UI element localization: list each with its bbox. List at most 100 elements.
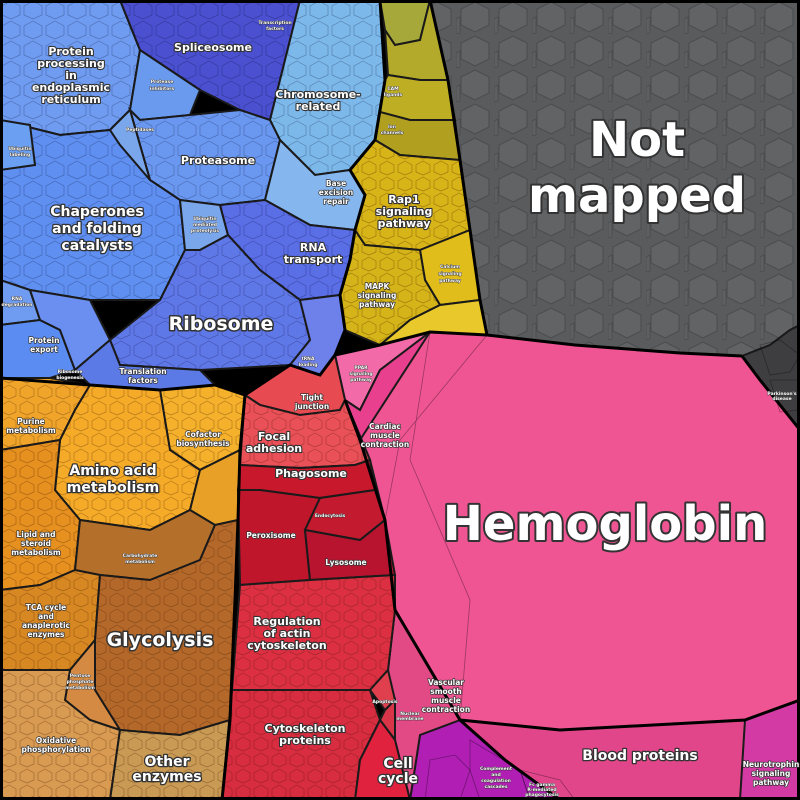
label-neurotrophin: Neurotrophin signaling pathway bbox=[742, 759, 800, 787]
region-cell-cycle[interactable] bbox=[353, 718, 412, 800]
svg-text:Calcium: Calcium bbox=[440, 264, 460, 270]
label-rna-transport: RNA transport bbox=[283, 240, 344, 267]
svg-text:signaling: signaling bbox=[349, 371, 372, 377]
label-lipid: Lipid and steroid metabolism bbox=[11, 529, 62, 557]
svg-text:contraction: contraction bbox=[422, 705, 470, 714]
label-actin: Regulation of actin cytoskeleton bbox=[246, 614, 328, 653]
label-tca: TCA cycle and anaplerotic enzymes bbox=[21, 602, 70, 639]
svg-text:pathway: pathway bbox=[359, 300, 395, 309]
svg-text:inhibitors: inhibitors bbox=[150, 86, 175, 92]
svg-text:Cytoskeleton: Cytoskeleton bbox=[265, 722, 346, 735]
svg-text:Not: Not bbox=[589, 112, 685, 168]
region-lysosome[interactable] bbox=[303, 518, 397, 582]
label-focal-adhesion: Focal adhesion bbox=[245, 429, 303, 456]
svg-text:adhesion: adhesion bbox=[246, 442, 302, 455]
svg-text:biogenesis: biogenesis bbox=[56, 375, 84, 381]
svg-text:TCA cycle: TCA cycle bbox=[26, 603, 66, 612]
label-translation-factors: Translation factors bbox=[119, 366, 168, 385]
svg-text:Focal: Focal bbox=[258, 430, 290, 443]
label-ppar: PPAR signaling pathway bbox=[349, 365, 373, 384]
region-ubiquitin-labeling[interactable] bbox=[0, 118, 37, 172]
svg-text:Fc gamma: Fc gamma bbox=[529, 782, 555, 788]
svg-text:pathway: pathway bbox=[753, 778, 789, 787]
svg-text:in: in bbox=[65, 69, 77, 82]
label-proteasome: Proteasome bbox=[181, 154, 255, 167]
svg-text:Nuclear: Nuclear bbox=[400, 711, 420, 717]
region-peptidases[interactable] bbox=[108, 108, 151, 181]
svg-text:signaling: signaling bbox=[752, 769, 791, 778]
label-cofactor: Cofactor biosynthesis bbox=[176, 429, 231, 448]
label-spliceosome: Spliceosome bbox=[174, 41, 252, 54]
label-ubiquitin-labeling: Ubiquitin labeling bbox=[8, 146, 32, 159]
svg-text:Carbohydrate: Carbohydrate bbox=[123, 553, 158, 559]
label-nuclear-membrane: Nuclear membrane bbox=[396, 711, 424, 723]
label-parkinsons: Parkinson's disease bbox=[767, 391, 797, 403]
label-chaperones: Chaperones and folding catalysts bbox=[49, 203, 145, 256]
svg-text:phosphate: phosphate bbox=[67, 679, 94, 685]
svg-text:metabolism: metabolism bbox=[11, 548, 61, 557]
svg-text:Regulation: Regulation bbox=[253, 615, 320, 628]
svg-text:reticulum: reticulum bbox=[41, 93, 100, 106]
svg-text:Cardiac: Cardiac bbox=[369, 422, 401, 431]
label-vascular: Vascular smooth muscle contraction bbox=[421, 677, 471, 714]
label-peptidases: Peptidases bbox=[126, 127, 154, 133]
svg-text:biosynthesis: biosynthesis bbox=[176, 439, 230, 448]
svg-text:Lipid and: Lipid and bbox=[16, 530, 55, 539]
label-protease-inhibitors: Protease inhibitors bbox=[149, 79, 175, 93]
svg-text:factors: factors bbox=[266, 26, 284, 32]
label-rap1: Rap1 signaling pathway bbox=[375, 192, 434, 231]
label-not-mapped: Not mapped bbox=[526, 110, 748, 226]
svg-text:catalysts: catalysts bbox=[61, 238, 132, 254]
svg-text:Protease: Protease bbox=[151, 79, 174, 85]
svg-text:signaling: signaling bbox=[438, 271, 461, 277]
svg-text:tRNA: tRNA bbox=[302, 356, 315, 362]
svg-text:junction: junction bbox=[294, 402, 329, 411]
svg-text:Protein: Protein bbox=[29, 336, 60, 345]
svg-text:endoplasmic: endoplasmic bbox=[32, 81, 110, 94]
svg-text:proteolysis: proteolysis bbox=[191, 228, 220, 234]
svg-text:Ubiquitin: Ubiquitin bbox=[193, 216, 216, 222]
svg-text:loading: loading bbox=[299, 362, 318, 368]
svg-text:Neurotrophin: Neurotrophin bbox=[743, 760, 800, 769]
svg-text:of actin: of actin bbox=[264, 627, 311, 640]
svg-text:Cell: Cell bbox=[383, 756, 412, 772]
svg-text:Ion: Ion bbox=[388, 124, 396, 130]
svg-text:and: and bbox=[38, 612, 54, 621]
svg-text:steroid: steroid bbox=[21, 539, 51, 548]
svg-text:ligands: ligands bbox=[384, 92, 403, 98]
svg-text:and folding: and folding bbox=[52, 221, 142, 237]
svg-text:enzymes: enzymes bbox=[132, 769, 201, 785]
svg-text:Vascular: Vascular bbox=[428, 678, 464, 687]
label-carbohydrate: Carbohydrate metabolism bbox=[122, 553, 158, 566]
svg-text:metabolism: metabolism bbox=[67, 480, 159, 496]
svg-text:pathway: pathway bbox=[439, 278, 461, 284]
svg-text:degradation: degradation bbox=[2, 302, 33, 308]
label-transcription-factors: Transcription factors bbox=[258, 20, 292, 33]
svg-text:Chaperones: Chaperones bbox=[50, 204, 144, 220]
label-tight-junction: Tight junction bbox=[293, 392, 330, 411]
svg-text:anaplerotic: anaplerotic bbox=[22, 621, 70, 630]
label-chromosome: Chromosome- related bbox=[274, 87, 362, 114]
svg-text:enzymes: enzymes bbox=[27, 630, 65, 639]
label-glycolysis: Glycolysis bbox=[107, 629, 214, 651]
svg-text:RNA: RNA bbox=[300, 241, 327, 254]
svg-text:PPAR: PPAR bbox=[354, 365, 368, 371]
label-base-excision: Base excision repair bbox=[318, 178, 354, 206]
svg-text:CAM: CAM bbox=[387, 86, 399, 92]
svg-text:RNA: RNA bbox=[12, 296, 23, 302]
svg-text:metabolism: metabolism bbox=[125, 559, 155, 565]
svg-text:pathway: pathway bbox=[350, 377, 372, 383]
svg-text:contraction: contraction bbox=[361, 440, 409, 449]
label-cell-cycle: Cell cycle bbox=[377, 755, 420, 789]
svg-text:export: export bbox=[30, 345, 58, 354]
label-lysosome: Lysosome bbox=[325, 558, 366, 567]
svg-text:signaling: signaling bbox=[376, 205, 433, 218]
svg-text:channels: channels bbox=[381, 130, 404, 136]
label-mapk: MAPK signaling pathway bbox=[357, 281, 397, 309]
svg-text:muscle: muscle bbox=[370, 431, 400, 440]
svg-text:Ribosome: Ribosome bbox=[58, 369, 83, 375]
label-cytoskeleton: Cytoskeleton proteins bbox=[263, 721, 346, 748]
svg-text:Base: Base bbox=[326, 179, 346, 188]
